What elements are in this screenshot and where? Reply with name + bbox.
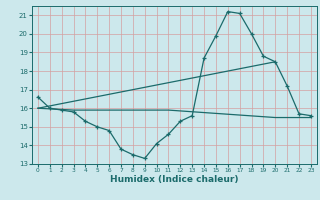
X-axis label: Humidex (Indice chaleur): Humidex (Indice chaleur)	[110, 175, 239, 184]
